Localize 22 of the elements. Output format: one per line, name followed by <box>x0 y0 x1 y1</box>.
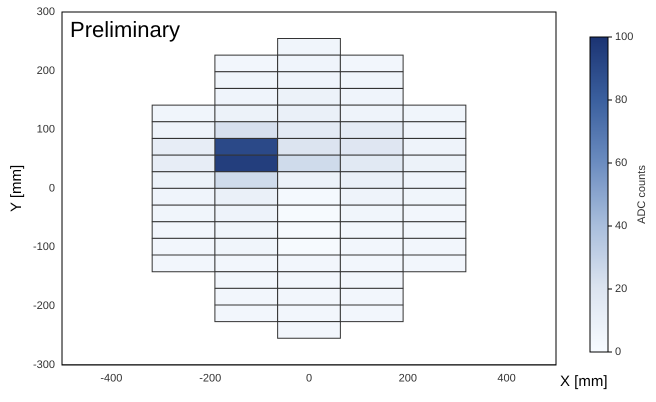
y-axis-title: Y [mm] <box>8 164 26 212</box>
y-tick-label: 200 <box>36 64 56 77</box>
color-bar-label: 60 <box>615 157 628 170</box>
y-tick-label: 300 <box>36 6 56 18</box>
x-tick-label: -200 <box>199 372 222 384</box>
color-bar-label: 100 <box>615 31 634 44</box>
color-bar-label: 80 <box>615 94 628 106</box>
y-tick-label: -100 <box>32 241 56 254</box>
y-tick-label: 0 <box>48 182 56 194</box>
x-tick-label: 200 <box>398 372 417 384</box>
x-tick-label: -400 <box>100 372 122 384</box>
y-tick-label: -200 <box>32 300 56 312</box>
x-axis-title: X [mm] <box>560 372 608 390</box>
color-bar-label: 40 <box>615 220 628 232</box>
color-bar-title: ADC counts <box>636 164 648 224</box>
annotation: Preliminary <box>70 17 180 42</box>
y-tick-label: -300 <box>32 358 56 371</box>
x-tick-label: 0 <box>306 372 312 384</box>
color-bar-label: 0 <box>615 346 622 358</box>
color-bar-label: 20 <box>615 283 628 296</box>
x-tick-label: 400 <box>497 372 516 384</box>
y-tick-label: 100 <box>36 124 56 136</box>
